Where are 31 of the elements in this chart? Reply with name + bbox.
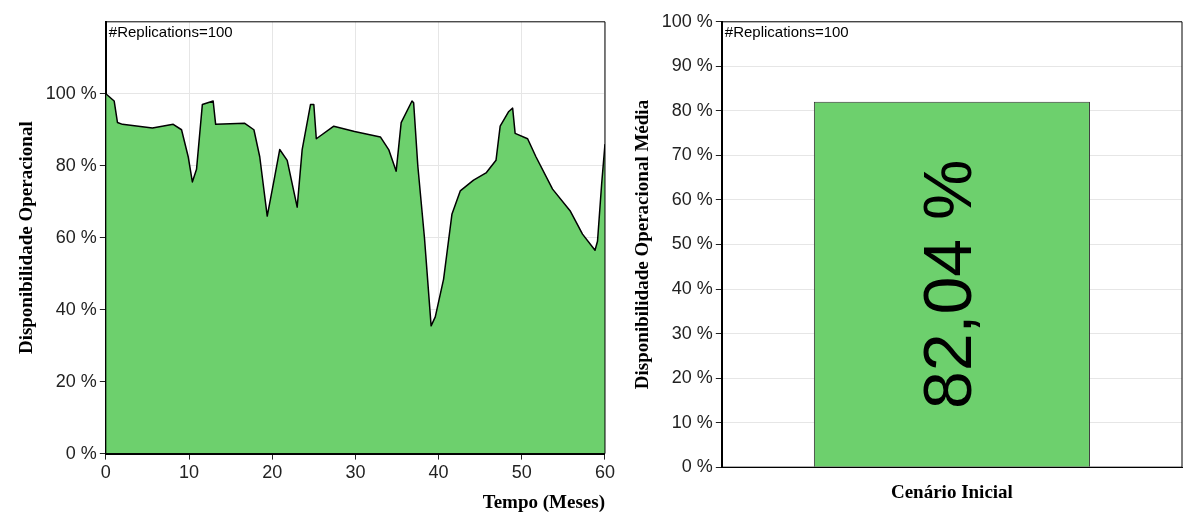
x-tick-label: 20	[262, 462, 283, 483]
x-tick-label: 50	[511, 462, 532, 483]
x-tick-label: 60	[594, 462, 615, 483]
y-axis-title: Disponibilidade Operacional	[15, 121, 37, 355]
y-tick-label: 100 %	[661, 10, 713, 31]
y-tick-label: 60 %	[671, 188, 713, 209]
annotation: #Replications=100	[724, 23, 849, 41]
x-axis-title: Tempo (Meses)	[482, 490, 605, 513]
y-tick-label: 100 %	[45, 82, 97, 103]
y-tick-label: 90 %	[671, 55, 713, 76]
y-tick-label: 0 %	[681, 456, 713, 477]
y-tick-label: 50 %	[671, 233, 713, 254]
x-tick-label: 10	[179, 462, 200, 483]
y-tick-label: 60 %	[55, 226, 97, 247]
y-tick-label: 40 %	[671, 278, 713, 299]
x-tick-label: 30	[345, 462, 366, 483]
annotation: #Replications=100	[108, 23, 233, 41]
y-tick-label: 20 %	[671, 367, 713, 388]
x-tick-label: 0	[100, 462, 111, 483]
y-tick-label: 80 %	[55, 154, 97, 175]
y-tick-label: 80 %	[671, 99, 713, 120]
y-axis-title: Disponibilidade Operacional Média	[631, 99, 653, 390]
y-tick-label: 70 %	[671, 144, 713, 165]
y-tick-label: 20 %	[55, 370, 97, 391]
y-tick-label: 10 %	[671, 411, 713, 432]
y-tick-label: 30 %	[671, 322, 713, 343]
y-tick-label: 0 %	[65, 442, 97, 463]
x-tick-label: Cenário Inicial	[890, 480, 1013, 502]
x-tick-label: 40	[428, 462, 449, 483]
data-label: 82,04 %	[908, 159, 985, 410]
y-tick-label: 40 %	[55, 298, 97, 319]
